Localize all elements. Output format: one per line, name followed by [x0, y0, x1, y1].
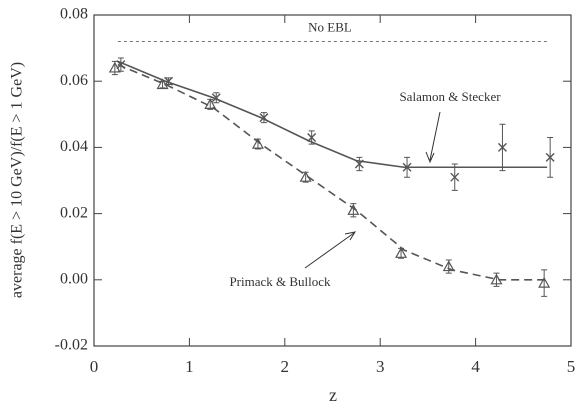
point	[545, 152, 555, 162]
point	[395, 247, 408, 258]
point	[442, 260, 455, 272]
x-tick-label: 4	[471, 357, 480, 376]
y-tick-label: 0.08	[60, 6, 88, 23]
point	[402, 162, 412, 172]
reference-label: No EBL	[308, 19, 352, 34]
point	[347, 204, 360, 215]
plot-frame	[93, 14, 572, 347]
point	[450, 172, 460, 182]
y-tick-label: -0.02	[55, 337, 88, 354]
y-tick-label: 0.02	[60, 204, 88, 221]
model-line	[117, 63, 548, 281]
y-tick-label: 0.06	[60, 72, 88, 89]
x-tick-label: 5	[567, 357, 576, 376]
point	[490, 273, 503, 285]
x-tick-label: 0	[90, 357, 99, 376]
point	[211, 93, 221, 103]
x-tick-label: 1	[185, 357, 194, 376]
point	[204, 98, 217, 109]
y-axis-label: average f(E > 10 GeV)/f(E > 1 GeV)	[9, 62, 26, 298]
point	[156, 78, 169, 90]
x-axis-label: z	[329, 385, 337, 405]
point	[251, 137, 264, 149]
point	[354, 159, 364, 169]
model-line	[117, 60, 548, 169]
point	[164, 76, 174, 86]
point	[108, 61, 121, 73]
point	[299, 170, 312, 182]
error-bar	[541, 269, 548, 297]
y-tick-label: 0.04	[60, 138, 88, 155]
x-tick-label: 3	[376, 357, 385, 376]
point	[259, 113, 269, 123]
point	[497, 142, 507, 152]
x-tick-label: 2	[281, 357, 290, 376]
annotation-arrow	[425, 111, 441, 164]
y-tick-label: 0.00	[60, 270, 88, 287]
point	[307, 132, 317, 142]
series-annotation: Salamon & Stecker	[399, 89, 501, 104]
error-bar	[159, 80, 166, 89]
series-annotation: Primack & Bullock	[229, 274, 331, 289]
point	[538, 276, 551, 288]
annotation-arrow	[304, 231, 357, 269]
